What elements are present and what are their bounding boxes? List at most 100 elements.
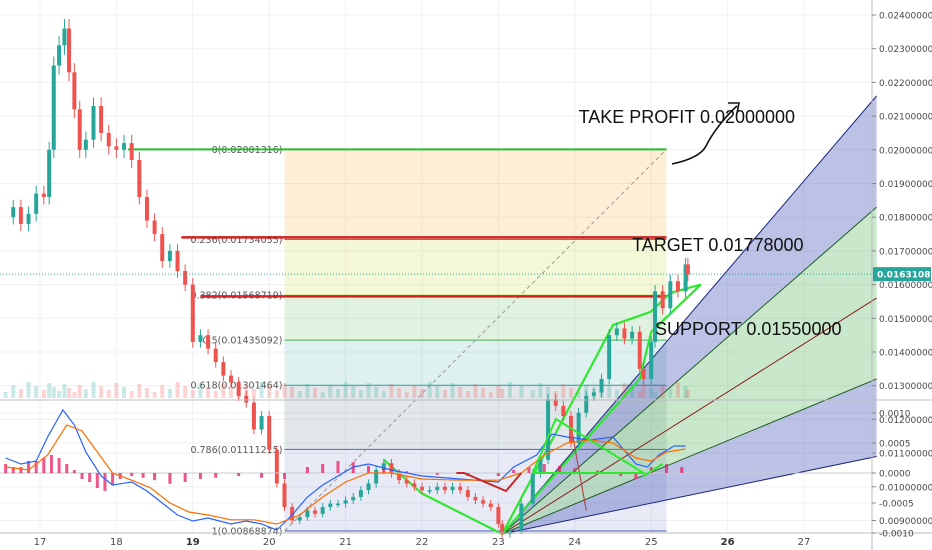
candle-body: [641, 368, 646, 379]
volume-bar: [630, 387, 635, 398]
candle-body: [538, 459, 543, 474]
volume-bar: [685, 390, 690, 398]
macd-histogram-bar: [141, 473, 145, 478]
fib-zone: [284, 149, 667, 240]
volume-bar: [481, 388, 486, 398]
volume-bar: [649, 388, 654, 398]
volume-bar: [190, 390, 195, 398]
candle-body: [343, 500, 348, 504]
macd-histogram-bar: [153, 473, 157, 481]
macd-pattern-line: [456, 472, 523, 493]
macd-histogram-bar: [649, 467, 653, 473]
macd-histogram-bar: [57, 458, 61, 473]
candle-body: [305, 510, 310, 518]
candle-body: [221, 362, 226, 376]
volume-bar: [637, 391, 642, 398]
candle-body: [496, 507, 501, 524]
volume-bar: [660, 385, 665, 398]
macd-histogram-bar: [527, 467, 531, 473]
macd-axis-label: 0.0000: [879, 470, 911, 480]
price-axis-label: 0.01300000: [879, 382, 932, 392]
macd-histogram-bar: [305, 467, 309, 473]
volume-bar: [18, 389, 23, 398]
macd-axis-label: 0.0010: [879, 410, 911, 420]
volume-bar: [41, 390, 46, 398]
volume-bar: [144, 388, 149, 398]
candle-body: [519, 503, 524, 531]
macd-histogram-bar: [336, 461, 340, 473]
volume-bar: [305, 384, 310, 398]
candle-body: [282, 483, 287, 508]
candle-body: [229, 375, 233, 383]
macd-histogram-bar: [183, 473, 187, 482]
macd-histogram-bar: [95, 473, 99, 488]
candle-body: [584, 395, 589, 413]
candle-body: [244, 395, 249, 403]
annotations: TAKE PROFIT 0.02000000 TARGET 0.01778000 S…: [579, 102, 841, 339]
diagonal-line: [570, 426, 587, 511]
price-axis-label: 0.01200000: [879, 416, 932, 426]
volume-bar: [458, 387, 463, 398]
fib-zone: [284, 295, 667, 341]
volume-bar: [538, 383, 543, 398]
volume-bar: [561, 384, 566, 398]
macd-histogram-bar: [282, 473, 286, 479]
candle-body: [83, 139, 88, 150]
macd-histogram-bar: [111, 473, 115, 485]
macd-histogram-bar: [198, 473, 202, 479]
fib-zone: [284, 239, 667, 296]
candle-body: [137, 159, 142, 197]
macd-histogram-bar: [680, 467, 684, 473]
volume-bar: [576, 392, 581, 398]
candle-body: [91, 105, 96, 140]
candle-body: [500, 523, 505, 534]
macd-histogram-bar: [88, 473, 92, 482]
volume-bar: [404, 392, 409, 398]
volume-bar: [546, 387, 551, 398]
volume-bar: [519, 386, 524, 398]
candle-body: [11, 207, 16, 218]
volume-bar: [412, 385, 417, 398]
candle-body: [26, 213, 31, 224]
time-axis-label: 26: [721, 537, 735, 548]
volume-bar: [51, 387, 56, 398]
volume-bar: [568, 388, 573, 398]
macd-histogram-bar: [542, 464, 546, 473]
time-axis[interactable]: 17 18 19 20 21 22 23 24 25 26 27: [34, 537, 811, 548]
candle-body: [404, 480, 409, 484]
volume-bar: [488, 392, 493, 398]
fan-ray: [502, 378, 877, 535]
candle-body: [576, 412, 581, 443]
candle-body: [553, 399, 558, 406]
fib-zone: [284, 449, 667, 531]
candle-body: [685, 264, 690, 275]
volume-bar: [653, 392, 658, 398]
candle-body: [206, 335, 211, 349]
price-axis-label: 0.02400000: [879, 12, 932, 22]
macd-histogram-bar: [168, 473, 172, 484]
candle-body: [144, 196, 149, 221]
candle-body: [397, 473, 402, 481]
candle-body: [183, 271, 188, 285]
candle-body: [34, 193, 39, 214]
candle-body: [320, 507, 325, 514]
volume-bar: [129, 391, 134, 398]
volume-bar: [297, 391, 302, 398]
candle-body: [530, 473, 535, 504]
macd-histogram-bar: [27, 461, 31, 473]
price-axis[interactable]: 0.02400000 0.02300000 0.02200000 0.02100000…: [872, 12, 932, 550]
price-axis-label: 0.01700000: [879, 247, 932, 257]
candle-body: [546, 399, 551, 460]
macd-axis-label: 0.0005: [879, 440, 911, 450]
volume-bar: [34, 386, 39, 398]
candle-body: [660, 291, 665, 309]
macd-histogram-bar: [34, 461, 38, 473]
candle-body: [72, 72, 77, 110]
macd-histogram-bar: [19, 467, 23, 473]
macd-histogram-bar: [634, 473, 638, 479]
annotation-label: TAKE PROFIT 0.02000000: [579, 107, 795, 127]
candle-body: [351, 496, 356, 501]
time-axis-label: 22: [416, 537, 429, 548]
